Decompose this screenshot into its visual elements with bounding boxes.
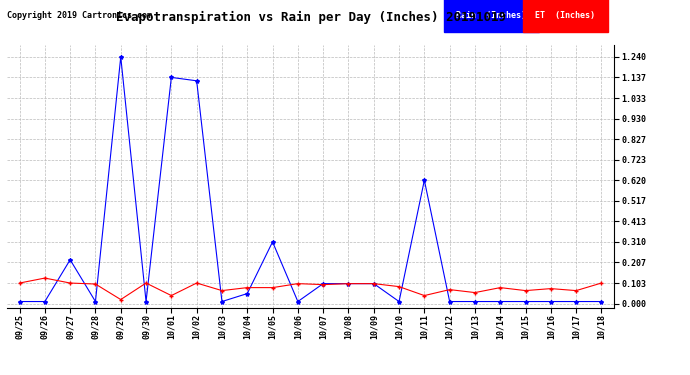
Text: Copyright 2019 Cartronics.com: Copyright 2019 Cartronics.com — [7, 11, 152, 20]
Text: Rain  (Inches): Rain (Inches) — [456, 11, 526, 20]
Text: Evapotranspiration vs Rain per Day (Inches) 20191019: Evapotranspiration vs Rain per Day (Inch… — [115, 11, 506, 24]
Text: ET  (Inches): ET (Inches) — [535, 11, 595, 20]
